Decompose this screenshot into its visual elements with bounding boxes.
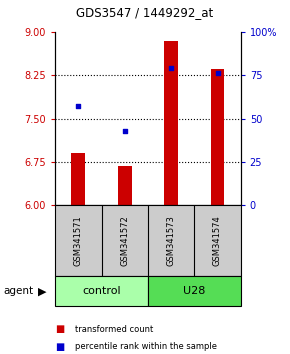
Text: control: control — [82, 286, 121, 296]
Text: ■: ■ — [55, 324, 64, 334]
Text: GSM341574: GSM341574 — [213, 215, 222, 266]
Text: transformed count: transformed count — [75, 325, 154, 334]
Point — [169, 65, 173, 71]
Point — [215, 71, 220, 76]
Bar — [71, 153, 85, 205]
Text: U28: U28 — [183, 286, 206, 296]
Point — [76, 104, 81, 109]
Text: percentile rank within the sample: percentile rank within the sample — [75, 342, 218, 352]
Text: ▶: ▶ — [38, 286, 46, 296]
Bar — [164, 41, 178, 205]
Text: GSM341573: GSM341573 — [166, 215, 176, 266]
Bar — [148, 276, 241, 306]
Text: GDS3547 / 1449292_at: GDS3547 / 1449292_at — [76, 6, 214, 19]
Text: GSM341571: GSM341571 — [74, 215, 83, 266]
Point — [122, 128, 127, 133]
Bar — [55, 276, 148, 306]
Bar — [118, 166, 132, 205]
Text: GSM341572: GSM341572 — [120, 215, 129, 266]
Text: ■: ■ — [55, 342, 64, 352]
Bar — [211, 69, 224, 205]
Text: agent: agent — [3, 286, 33, 296]
